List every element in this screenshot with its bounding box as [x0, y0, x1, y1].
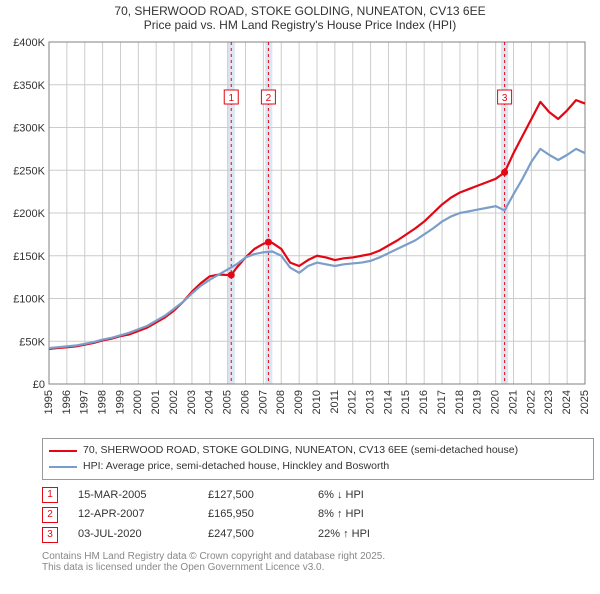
svg-text:2020: 2020 [490, 390, 502, 414]
event-number: 1 [42, 487, 58, 503]
event-number: 3 [42, 527, 58, 543]
svg-text:£100K: £100K [13, 294, 45, 306]
event-date: 12-APR-2007 [78, 505, 188, 525]
chart-title: 70, SHERWOOD ROAD, STOKE GOLDING, NUNEAT… [0, 4, 600, 32]
event-row: 1 15-MAR-2005 £127,500 6% ↓ HPI [42, 486, 594, 506]
event-diff: 8% ↑ HPI [318, 505, 418, 525]
legend-swatch [49, 450, 77, 452]
svg-text:2022: 2022 [525, 390, 537, 414]
events-table: 1 15-MAR-2005 £127,500 6% ↓ HPI 2 12-APR-2007… [42, 486, 594, 545]
svg-text:£300K: £300K [13, 123, 45, 135]
svg-text:1997: 1997 [79, 390, 91, 414]
svg-text:2017: 2017 [436, 390, 448, 414]
svg-text:2025: 2025 [579, 390, 591, 414]
svg-text:2015: 2015 [400, 390, 412, 414]
event-number: 2 [42, 507, 58, 523]
svg-text:£350K: £350K [13, 80, 45, 92]
svg-text:£50K: £50K [19, 336, 45, 348]
event-diff: 22% ↑ HPI [318, 525, 418, 545]
svg-text:2024: 2024 [561, 390, 573, 414]
line-chart: £0 £50K £100K £150K £200K £250K £300K £350K £400… [5, 34, 595, 434]
event-price: £247,500 [208, 525, 298, 545]
svg-text:2009: 2009 [293, 390, 305, 414]
svg-text:£400K: £400K [13, 37, 45, 49]
legend-label: 70, SHERWOOD ROAD, STOKE GOLDING, NUNEAT… [83, 443, 518, 459]
svg-text:2011: 2011 [329, 390, 341, 414]
svg-text:£250K: £250K [13, 165, 45, 177]
svg-text:2001: 2001 [150, 390, 162, 414]
event-row: 3 03-JUL-2020 £247,500 22% ↑ HPI [42, 525, 594, 545]
title-line-2: Price paid vs. HM Land Registry's House … [0, 18, 600, 32]
svg-text:2000: 2000 [132, 390, 144, 414]
legend-swatch [49, 466, 77, 468]
svg-text:2016: 2016 [418, 390, 430, 414]
svg-text:2018: 2018 [454, 390, 466, 414]
footer-line-1: Contains HM Land Registry data © Crown c… [42, 551, 594, 562]
svg-text:2023: 2023 [543, 390, 555, 414]
svg-text:2003: 2003 [186, 390, 198, 414]
event-date: 03-JUL-2020 [78, 525, 188, 545]
svg-text:2002: 2002 [168, 390, 180, 414]
svg-text:2012: 2012 [347, 390, 359, 414]
legend-item: 70, SHERWOOD ROAD, STOKE GOLDING, NUNEAT… [49, 443, 587, 459]
footer-line-2: This data is licensed under the Open Gov… [42, 562, 594, 573]
svg-text:1998: 1998 [97, 390, 109, 414]
chart-area: £0 £50K £100K £150K £200K £250K £300K £350K £400… [5, 34, 595, 434]
svg-text:1995: 1995 [43, 390, 55, 414]
legend-item: HPI: Average price, semi-detached house,… [49, 459, 587, 475]
svg-text:£0: £0 [33, 379, 45, 391]
svg-text:1999: 1999 [114, 390, 126, 414]
svg-text:1: 1 [228, 93, 234, 104]
svg-text:2010: 2010 [311, 390, 323, 414]
svg-text:2005: 2005 [222, 390, 234, 414]
svg-text:£150K: £150K [13, 251, 45, 263]
title-line-1: 70, SHERWOOD ROAD, STOKE GOLDING, NUNEAT… [0, 4, 600, 18]
event-price: £165,950 [208, 505, 298, 525]
svg-text:2007: 2007 [257, 390, 269, 414]
svg-text:3: 3 [502, 93, 508, 104]
event-row: 2 12-APR-2007 £165,950 8% ↑ HPI [42, 505, 594, 525]
event-date: 15-MAR-2005 [78, 486, 188, 506]
svg-text:2008: 2008 [275, 390, 287, 414]
footer-attribution: Contains HM Land Registry data © Crown c… [42, 551, 594, 573]
svg-text:£200K: £200K [13, 208, 45, 220]
svg-text:2: 2 [266, 93, 272, 104]
svg-text:2014: 2014 [382, 390, 394, 414]
svg-text:1996: 1996 [61, 390, 73, 414]
event-price: £127,500 [208, 486, 298, 506]
svg-text:2021: 2021 [507, 390, 519, 414]
legend: 70, SHERWOOD ROAD, STOKE GOLDING, NUNEAT… [42, 438, 594, 480]
svg-text:2004: 2004 [204, 390, 216, 414]
event-diff: 6% ↓ HPI [318, 486, 418, 506]
svg-text:2006: 2006 [239, 390, 251, 414]
svg-text:2013: 2013 [365, 390, 377, 414]
svg-text:2019: 2019 [472, 390, 484, 414]
legend-label: HPI: Average price, semi-detached house,… [83, 459, 389, 475]
